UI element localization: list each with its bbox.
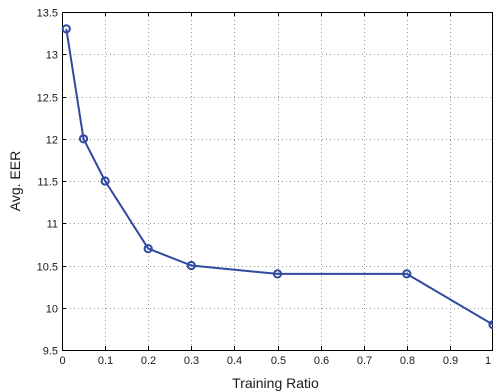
y-tick-label: 12 — [46, 135, 58, 147]
x-tick-label: 0.6 — [314, 355, 329, 367]
y-tick-label: 13 — [46, 50, 58, 62]
y-tick-label: 10 — [46, 304, 58, 316]
data-point — [61, 24, 71, 34]
data-point — [100, 176, 110, 186]
x-tick-label: 0.7 — [357, 355, 372, 367]
y-axis-title: Avg. EER — [7, 151, 23, 211]
x-tick-label: 0.3 — [184, 355, 199, 367]
y-tick-label: 13.5 — [37, 8, 58, 20]
x-tick-label: 0.9 — [443, 355, 458, 367]
x-tick-label: 0.1 — [98, 355, 113, 367]
y-tick-label: 12.5 — [37, 93, 58, 105]
data-point — [143, 244, 153, 254]
x-axis-title: Training Ratio — [232, 375, 319, 391]
y-tick-label: 11.5 — [37, 177, 58, 189]
x-tick-label: 0.4 — [227, 355, 242, 367]
data-point — [78, 134, 89, 144]
x-tick-label: 0.8 — [400, 355, 415, 367]
data-point — [186, 260, 196, 271]
series — [61, 24, 493, 330]
x-tick-label: 0 — [59, 355, 65, 367]
data-point — [402, 269, 412, 279]
x-tick-label: 0.2 — [141, 355, 156, 367]
ticks: 0 0.1 0.2 0.3 0.4 0.5 0.6 0.7 0.8 0.9 1 9.5 10 10.5 11… — [37, 8, 491, 368]
plot-frame — [62, 12, 493, 351]
series-line — [65, 28, 493, 326]
data-point — [272, 269, 283, 279]
x-tick-label: 1 — [485, 355, 491, 367]
x-tick-label: 0.5 — [271, 355, 286, 367]
grid — [62, 12, 493, 350]
y-tick-label: 11 — [47, 219, 58, 231]
y-tick-label: 10.5 — [37, 262, 58, 274]
y-tick-label: 9.5 — [43, 346, 58, 358]
